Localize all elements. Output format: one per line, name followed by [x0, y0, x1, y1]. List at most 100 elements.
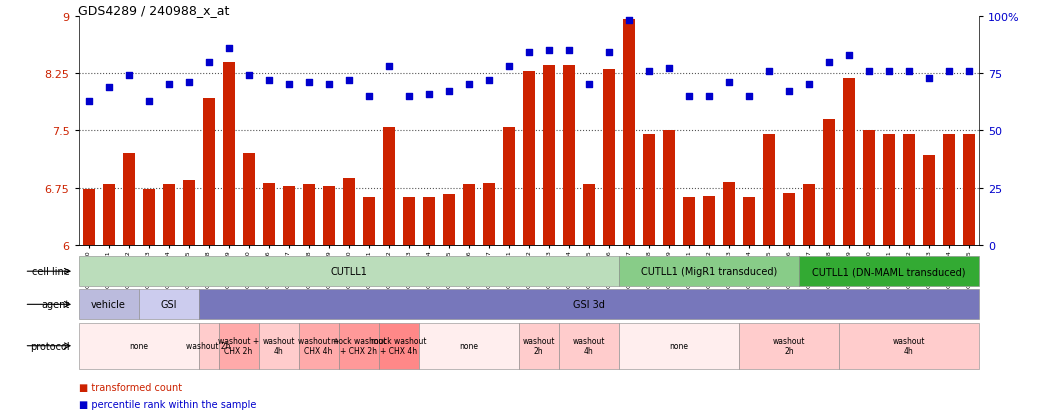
Bar — [202, 98, 215, 246]
Point — [600, 50, 617, 57]
Bar — [783, 194, 795, 246]
Point — [160, 82, 177, 89]
Bar — [259, 323, 298, 369]
Point — [380, 64, 397, 70]
Bar — [382, 127, 395, 246]
Bar — [542, 66, 555, 246]
Point — [340, 77, 357, 84]
Point — [960, 68, 977, 75]
Text: washout 2h: washout 2h — [186, 342, 230, 350]
Point — [560, 47, 577, 54]
Point — [821, 59, 838, 66]
Text: mock washout
+ CHX 4h: mock washout + CHX 4h — [371, 337, 426, 355]
Point — [180, 80, 197, 86]
Bar — [643, 135, 654, 246]
Bar — [843, 79, 855, 246]
Bar — [683, 197, 695, 246]
Bar — [103, 185, 114, 246]
Point — [740, 93, 757, 100]
Bar — [138, 290, 199, 320]
Bar — [799, 256, 979, 287]
Bar — [338, 323, 379, 369]
Bar — [839, 323, 979, 369]
Point — [81, 98, 97, 104]
Point — [920, 75, 937, 82]
Bar — [162, 185, 175, 246]
Text: none: none — [460, 342, 478, 350]
Bar — [443, 195, 454, 246]
Text: vehicle: vehicle — [91, 299, 126, 310]
Bar — [403, 197, 415, 246]
Point — [140, 98, 157, 104]
Bar — [182, 181, 195, 246]
Point — [720, 80, 737, 86]
Text: washout
2h: washout 2h — [773, 337, 805, 355]
Point — [120, 73, 137, 79]
Text: CUTLL1: CUTLL1 — [330, 266, 367, 277]
Bar — [883, 135, 895, 246]
Bar — [922, 156, 935, 246]
Bar — [83, 190, 94, 246]
Point — [420, 91, 437, 98]
Text: washout
2h: washout 2h — [522, 337, 555, 355]
Bar — [518, 323, 559, 369]
Bar — [739, 323, 839, 369]
Bar — [503, 127, 515, 246]
Bar — [219, 323, 259, 369]
Bar — [283, 187, 294, 246]
Bar — [122, 154, 135, 246]
Text: mock washout
+ CHX 2h: mock washout + CHX 2h — [331, 337, 386, 355]
Bar — [823, 120, 834, 246]
Text: CUTLL1 (MigR1 transduced): CUTLL1 (MigR1 transduced) — [641, 266, 777, 277]
Point — [520, 50, 537, 57]
Point — [101, 84, 117, 91]
Text: washout +
CHX 2h: washout + CHX 2h — [218, 337, 260, 355]
Point — [841, 52, 857, 59]
Bar — [903, 135, 915, 246]
Bar — [483, 183, 495, 246]
Bar — [742, 197, 755, 246]
Point — [300, 80, 317, 86]
Point — [881, 68, 897, 75]
Point — [861, 68, 877, 75]
Bar — [619, 256, 799, 287]
Bar — [863, 131, 875, 246]
Bar — [763, 135, 775, 246]
Text: CUTLL1 (DN-MAML transduced): CUTLL1 (DN-MAML transduced) — [812, 266, 965, 277]
Bar — [342, 178, 355, 246]
Point — [400, 93, 417, 100]
Point — [580, 82, 597, 89]
Point — [780, 89, 797, 95]
Text: washout
4h: washout 4h — [893, 337, 926, 355]
Bar — [223, 62, 235, 246]
Point — [441, 89, 458, 95]
Bar — [79, 256, 619, 287]
Point — [760, 68, 777, 75]
Bar — [562, 66, 575, 246]
Point — [661, 66, 677, 73]
Point — [900, 68, 917, 75]
Text: washout
4h: washout 4h — [263, 337, 295, 355]
Bar — [722, 182, 735, 246]
Bar — [463, 185, 474, 246]
Text: protocol: protocol — [30, 341, 69, 351]
Bar — [303, 185, 315, 246]
Point — [200, 59, 217, 66]
Bar — [803, 185, 815, 246]
Point — [621, 18, 638, 24]
Bar — [943, 135, 955, 246]
Text: none: none — [129, 342, 148, 350]
Point — [801, 82, 818, 89]
Text: GSI: GSI — [160, 299, 177, 310]
Bar — [79, 290, 138, 320]
Bar — [419, 323, 518, 369]
Point — [220, 45, 237, 52]
Point — [320, 82, 337, 89]
Bar — [963, 135, 975, 246]
Bar — [379, 323, 419, 369]
Bar — [362, 197, 375, 246]
Point — [641, 68, 658, 75]
Bar — [199, 290, 979, 320]
Point — [240, 73, 257, 79]
Bar — [583, 185, 595, 246]
